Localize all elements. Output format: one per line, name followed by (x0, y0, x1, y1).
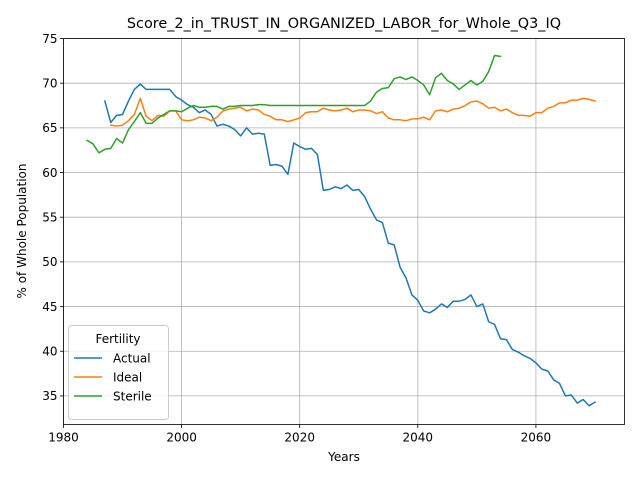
y-axis-label: % of Whole Population (15, 164, 29, 299)
y-tick-label: 50 (42, 255, 57, 269)
y-tick-label: 75 (42, 32, 57, 46)
x-tick-label: 2020 (284, 431, 315, 445)
series-group (86, 54, 597, 407)
series-line-actual (103, 83, 597, 407)
plot-frame (63, 38, 625, 425)
chart-title: Score_2_in_TRUST_IN_ORGANIZED_LABOR_for_… (127, 16, 561, 32)
x-tick-label: 2060 (521, 431, 552, 445)
ticks: 1980 2000 2020 2040 2060 35 40 45 50 55 60 65 70 75 (42, 32, 551, 445)
y-tick-label: 60 (42, 166, 57, 180)
y-tick-label: 65 (42, 121, 57, 135)
y-tick-label: 55 (42, 211, 57, 225)
x-tick-label: 2040 (403, 431, 434, 445)
series-line-ideal (109, 97, 596, 127)
legend-label-sterile: Sterile (113, 389, 152, 403)
y-tick-label: 45 (42, 300, 57, 314)
y-tick-label: 70 (42, 76, 57, 90)
x-tick-label: 1980 (48, 431, 79, 445)
x-tick-label: 2000 (166, 431, 197, 445)
legend-label-actual: Actual (113, 351, 151, 365)
y-tick-label: 35 (42, 389, 57, 403)
series-line-sterile (86, 54, 502, 154)
y-tick-label: 40 (42, 345, 57, 359)
legend-label-ideal: Ideal (113, 370, 142, 384)
legend: Fertility Actual Ideal Sterile (68, 325, 169, 420)
x-axis-label: Years (327, 450, 360, 464)
legend-title: Fertility (95, 332, 140, 346)
